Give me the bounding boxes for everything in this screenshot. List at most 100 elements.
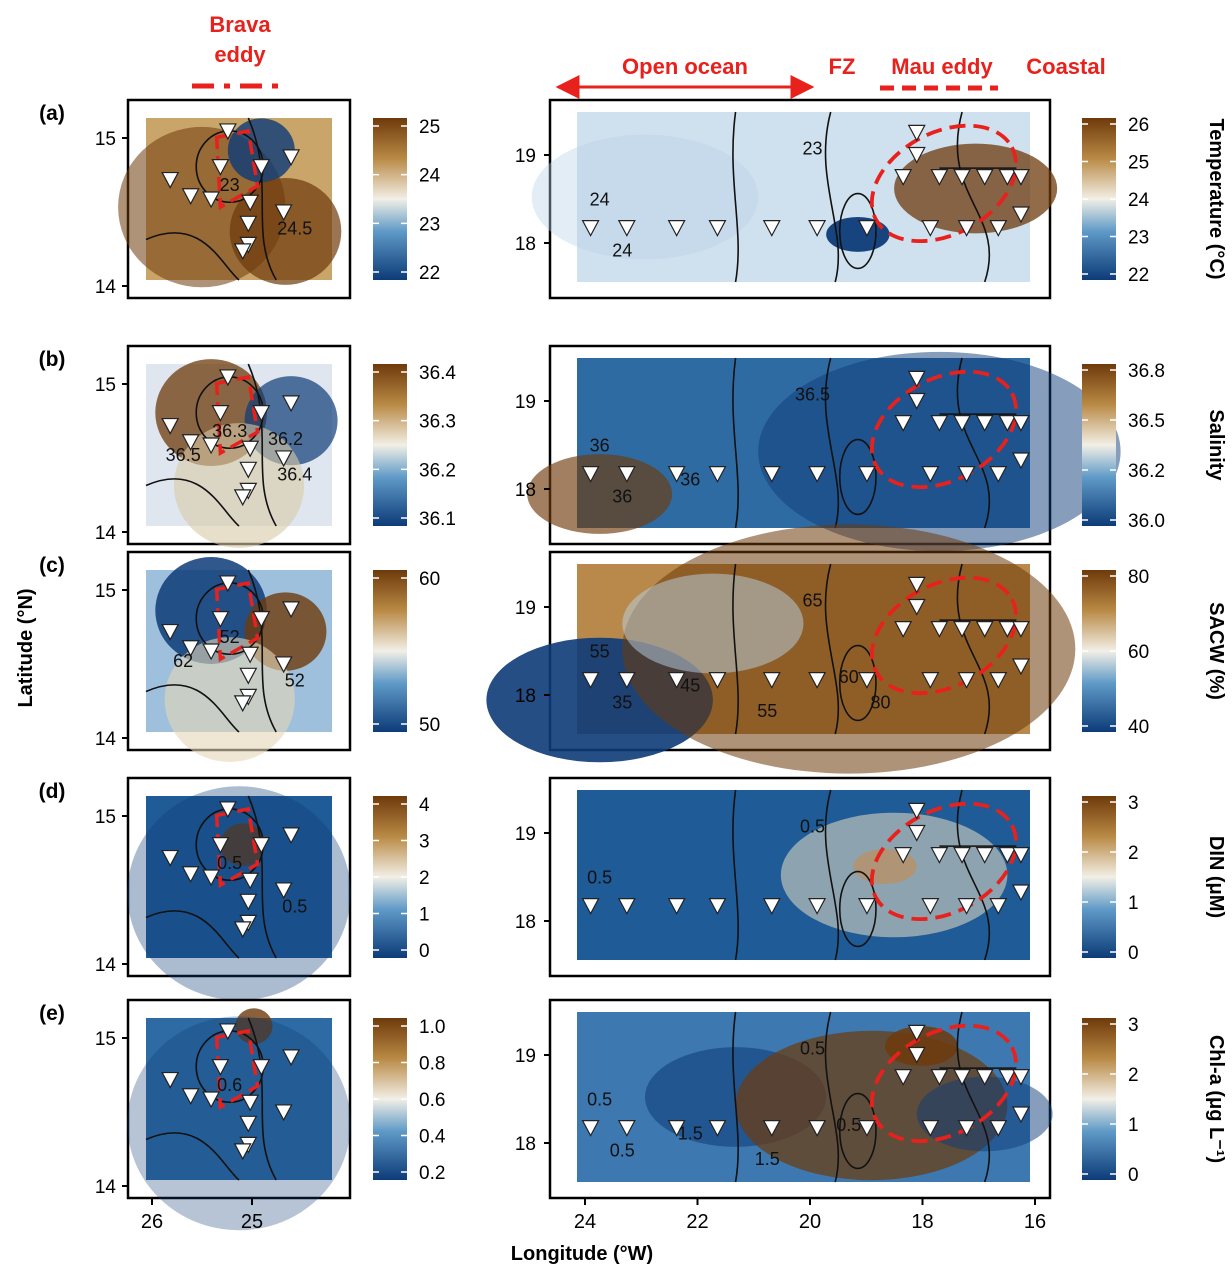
colorbar-tick-label: 0.4 [419, 1127, 446, 1148]
contour-label: 36 [612, 487, 632, 507]
station-marker [239, 215, 258, 233]
variable-title: Chl-a (μg L⁻¹) [1205, 1035, 1227, 1163]
colorbar-tick-label: 0.8 [419, 1054, 445, 1075]
colorbar-tick-label: 36.4 [419, 363, 456, 384]
panel-letter: (a) [39, 102, 65, 125]
right-colorbar: 3 2 1 0 [1082, 1015, 1139, 1186]
brava-eddy-outline [214, 806, 260, 889]
contour-label: 55 [590, 642, 610, 662]
station-marker [894, 621, 913, 638]
contour-line [956, 789, 991, 961]
contour-label: 0.5 [800, 1039, 825, 1059]
contour-label: 0.5 [800, 817, 825, 837]
station-marker [989, 220, 1008, 237]
station-marker [808, 220, 827, 237]
colorbar-tick-label: 0.2 [419, 1163, 445, 1184]
y-tick-label: 19 [515, 598, 536, 619]
station-marker [667, 898, 686, 915]
station-marker [907, 392, 926, 410]
station-marker [241, 194, 260, 212]
colorbar-tick-label: 1 [419, 905, 430, 926]
left-map: 0.5 0.5 15 14 [95, 776, 352, 1001]
contour-line [956, 563, 991, 735]
station-marker [239, 667, 258, 685]
station-marker [211, 611, 230, 628]
variable-title: Temperature (°C) [1205, 119, 1227, 280]
station-marker [998, 169, 1017, 186]
contour-line [838, 438, 877, 516]
right-colorbar: 26 25 24 23 22 [1082, 115, 1150, 286]
field-patch [127, 786, 351, 1001]
station-marker [953, 169, 972, 186]
colorbar-tick-label: 50 [419, 715, 440, 736]
panel-letter: (e) [39, 1002, 65, 1025]
field-patch [229, 177, 342, 285]
field-patch [758, 351, 1121, 552]
contour-line [838, 870, 877, 948]
colorbar-tick-label: 22 [419, 263, 440, 284]
contour-line [838, 1092, 877, 1170]
y-tick-label: 18 [515, 1134, 536, 1155]
contour-line [145, 1132, 240, 1181]
colorbar-gradient [373, 570, 407, 732]
station-marker [857, 1120, 876, 1137]
contour-line [732, 789, 739, 961]
station-marker [907, 370, 926, 388]
field-patch [916, 1076, 1053, 1152]
station-marker [930, 1069, 949, 1086]
station-marker [161, 417, 180, 435]
colorbar-tick-label: 25 [419, 117, 440, 138]
colorbar-tick-label: 60 [419, 569, 440, 590]
colorbar-tick-label: 0 [419, 941, 430, 962]
y-tick-label: 14 [95, 1177, 117, 1198]
station-marker [211, 1059, 230, 1076]
right-map: 55 65 35 45 55 60 80 19 18 [486, 524, 1076, 774]
station-marker [930, 847, 949, 864]
station-marker [581, 898, 600, 915]
contour-line [824, 789, 840, 961]
station-marker [998, 621, 1017, 638]
colorbar-gradient [1082, 1018, 1116, 1180]
right-map: 0.5 0.5 0.5 1.5 1.5 0.5 19 18 [515, 998, 1053, 1200]
station-marker [667, 1120, 686, 1137]
field-patch [826, 216, 890, 252]
station-marker [808, 672, 827, 689]
colorbar-gradient [1082, 796, 1116, 958]
station-marker [975, 415, 994, 432]
contour-line [145, 684, 240, 733]
contour-line [824, 357, 840, 529]
station-marker [181, 434, 200, 452]
panel-row: (c) 52 52 62 15 14 60 50 55 65 35 45 55 60 80 19 18 80 60 4… [39, 524, 1227, 774]
station-marker [998, 1069, 1017, 1086]
colorbar-tick-label: 3 [1128, 1015, 1139, 1036]
station-marker [581, 220, 600, 237]
fz-label: FZ [829, 54, 856, 79]
colorbar-gradient [373, 364, 407, 526]
station-marker [241, 440, 260, 458]
contour-line [956, 111, 991, 283]
colorbar-tick-label: 3 [1128, 793, 1139, 814]
station-marker [857, 466, 876, 483]
station-marker [953, 847, 972, 864]
contour-label: 0.6 [217, 1075, 242, 1095]
colorbar-tick-label: 2 [1128, 843, 1139, 864]
station-marker [274, 1104, 293, 1122]
colorbar-tick-label: 0 [1128, 1165, 1139, 1186]
station-marker [161, 171, 180, 189]
colorbar-tick-label: 1 [1128, 1115, 1139, 1136]
station-marker [989, 466, 1008, 483]
station-marker [957, 220, 976, 237]
station-marker [957, 466, 976, 483]
left-map: 0.6 15 14 [95, 998, 352, 1231]
station-marker [233, 1143, 252, 1161]
station-marker [975, 1069, 994, 1086]
contour-line [247, 569, 277, 733]
colorbar-tick-label: 2 [419, 868, 430, 889]
contour-line [732, 563, 739, 735]
contour-line [824, 563, 840, 735]
station-marker [282, 1049, 301, 1067]
station-marker [161, 1071, 180, 1089]
contour-label: 0.5 [217, 853, 242, 873]
station-marker [274, 656, 293, 674]
contour-line [247, 1017, 277, 1181]
